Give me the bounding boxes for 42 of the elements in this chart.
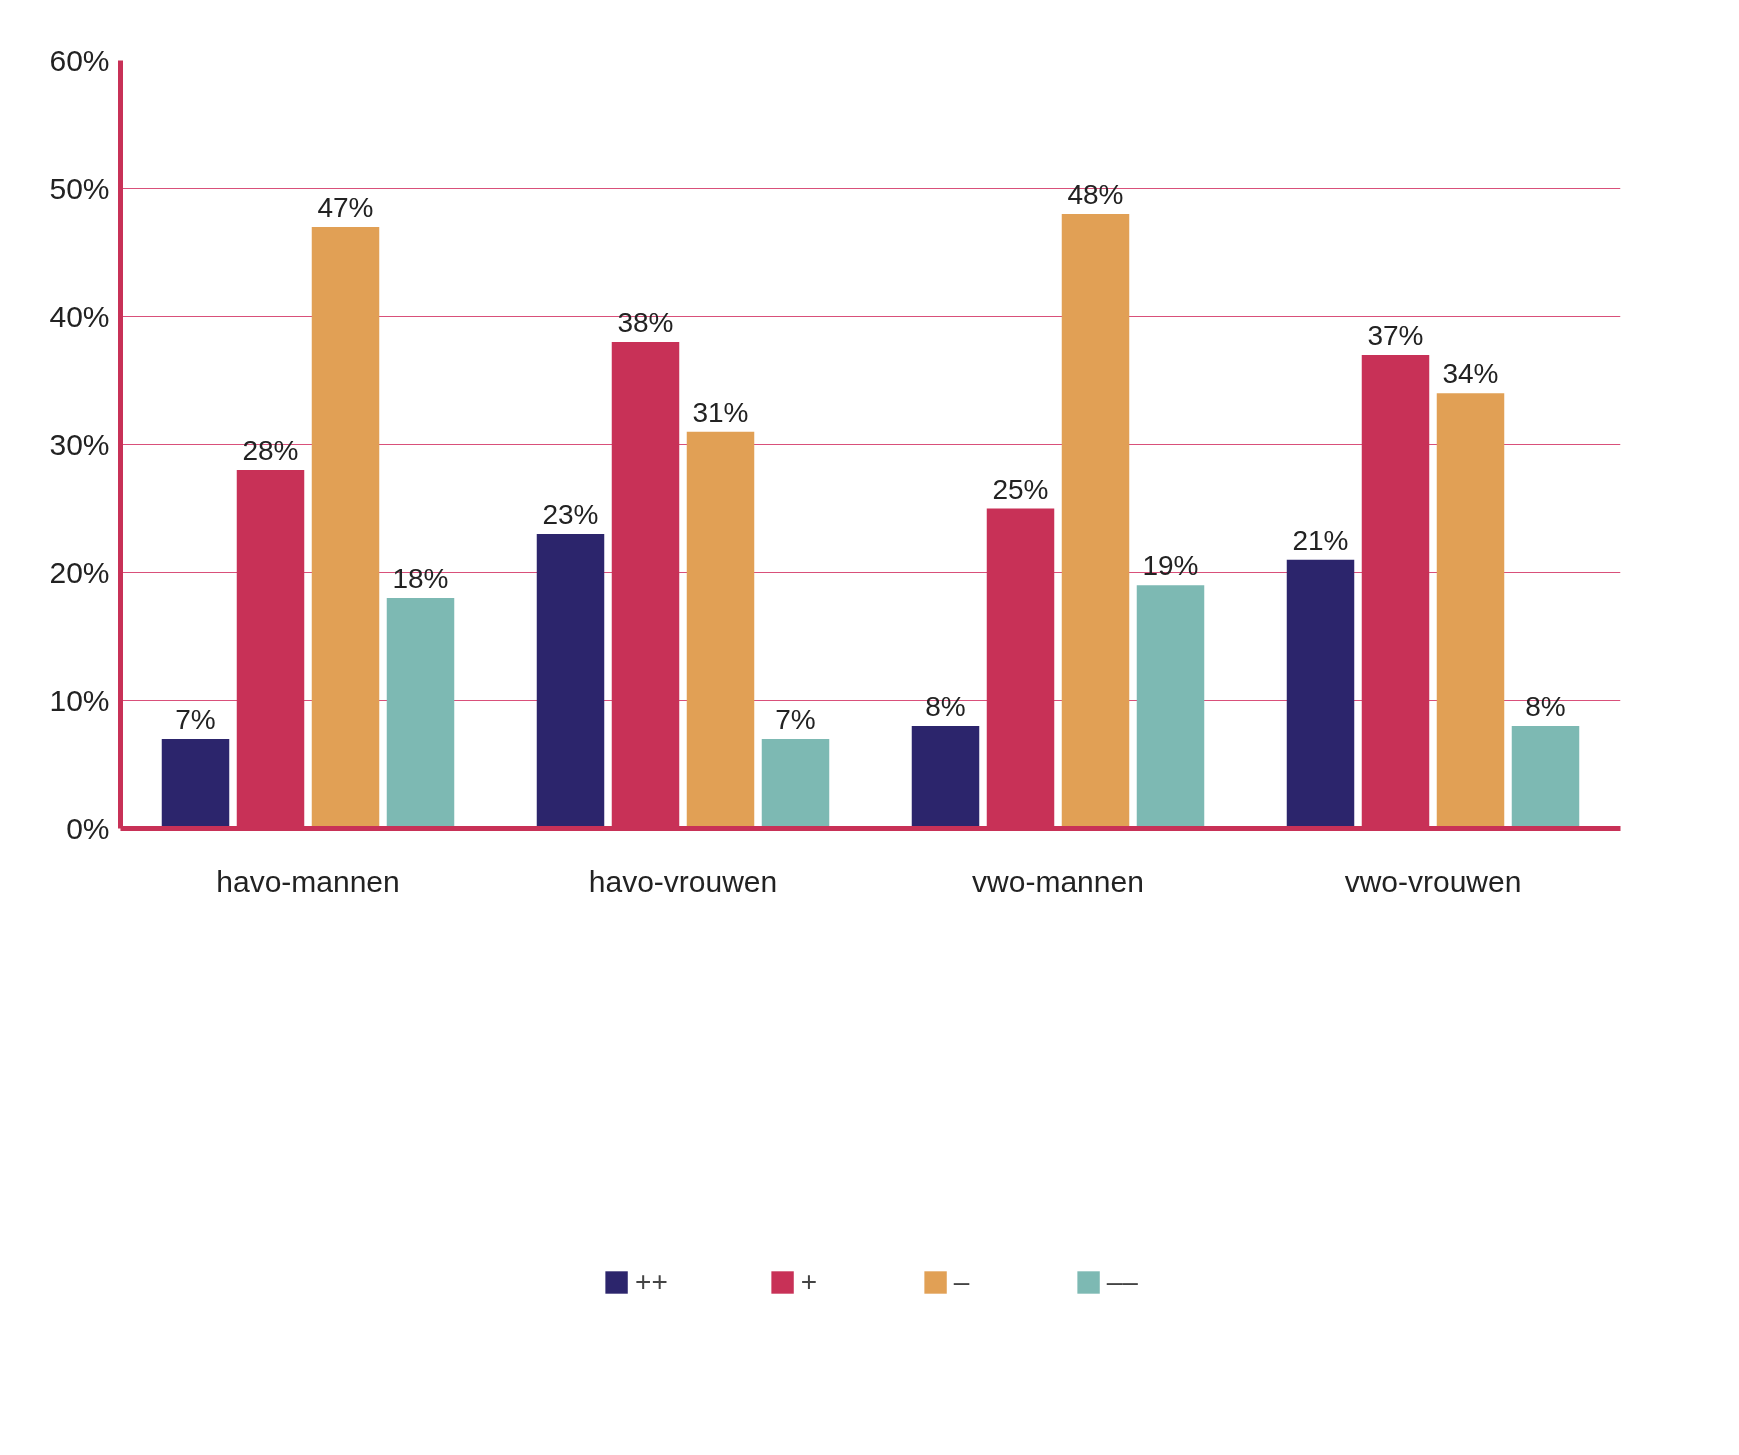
x-tick-label: vwo-vrouwen — [1344, 864, 1522, 898]
data-label: 34% — [1442, 358, 1499, 390]
legend-label: –– — [1106, 1266, 1138, 1298]
bar — [536, 534, 605, 829]
data-label: 8% — [925, 691, 966, 723]
y-tick-label: 10% — [49, 684, 110, 717]
data-label: 25% — [992, 473, 1049, 505]
data-label: 18% — [392, 563, 449, 595]
bar — [1136, 585, 1205, 829]
legend-label: ++ — [635, 1266, 668, 1298]
y-tick-label: 20% — [49, 556, 110, 589]
bar — [761, 738, 830, 829]
bar — [1436, 393, 1505, 829]
data-label: 7% — [175, 703, 216, 735]
legend-label: – — [953, 1266, 971, 1298]
y-tick-label: 40% — [49, 300, 110, 333]
data-label: 38% — [617, 307, 674, 339]
legend-label: + — [800, 1266, 819, 1298]
y-tick-label: 30% — [49, 428, 110, 461]
bar — [161, 738, 230, 829]
bar — [1511, 726, 1580, 829]
y-tick-label: 0% — [66, 812, 110, 845]
x-tick-label: vwo-mannen — [972, 864, 1144, 898]
bar — [1061, 214, 1130, 829]
data-label: 8% — [1525, 691, 1566, 723]
bar — [311, 226, 380, 829]
x-tick-label: havo-vrouwen — [588, 864, 778, 898]
data-label: 21% — [1292, 524, 1349, 556]
data-label: 28% — [242, 435, 299, 467]
data-label: 47% — [317, 191, 374, 223]
data-label: 48% — [1067, 179, 1124, 211]
data-label: 23% — [542, 499, 599, 531]
bar — [1286, 559, 1355, 829]
bar — [686, 431, 755, 829]
x-tick-label: havo-mannen — [216, 864, 400, 898]
data-label: 37% — [1367, 319, 1424, 351]
bar — [911, 726, 980, 829]
y-tick-label: 60% — [49, 44, 110, 77]
bar — [386, 598, 455, 829]
data-label: 7% — [775, 703, 816, 735]
data-label: 31% — [692, 396, 749, 428]
y-tick-label: 50% — [49, 172, 110, 205]
